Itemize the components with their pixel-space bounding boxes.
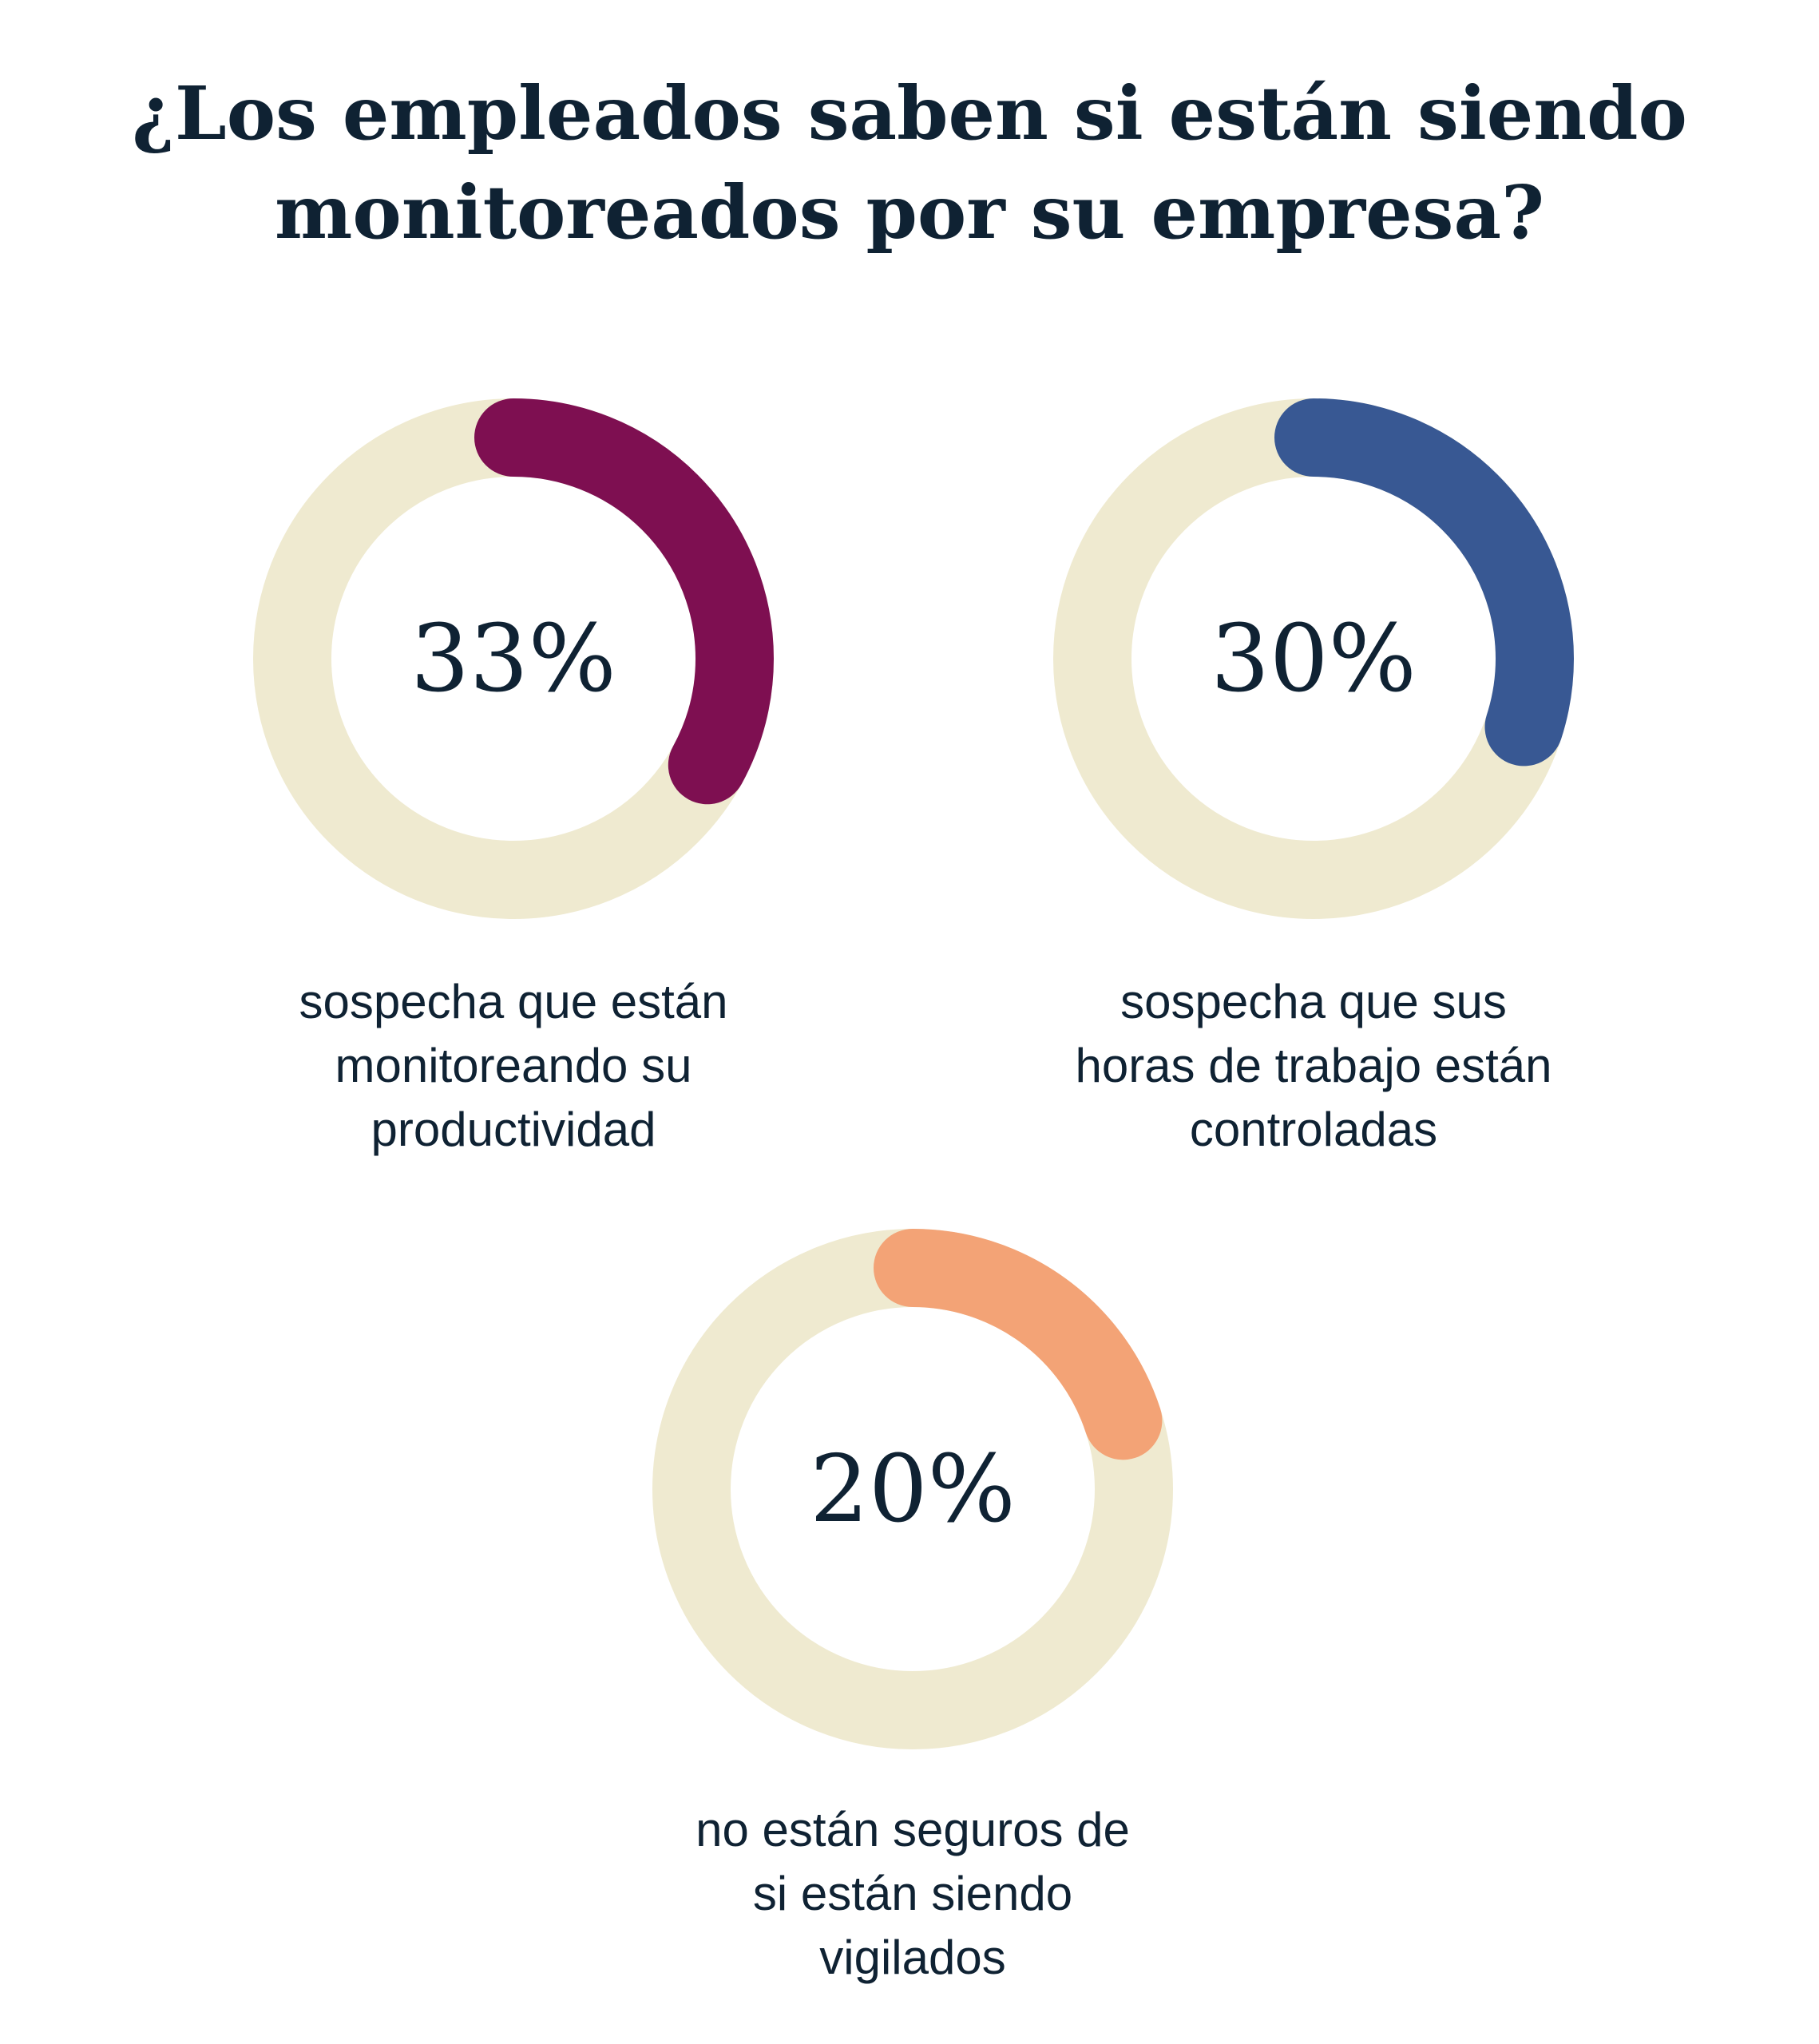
label-line: controladas [1189,1103,1438,1156]
label-line: sospecha que sus [1120,975,1507,1028]
donut-value-arc [1053,398,1574,919]
donut-label-3: no están seguros de si están siendo vigi… [593,1798,1232,1990]
chart-title: ¿Los empleados saben si están siendo mon… [0,64,1819,262]
label-line: monitoreando su [335,1039,692,1092]
label-line: productividad [371,1103,656,1156]
donut-value-arc [253,398,774,919]
label-line: no están seguros de [696,1803,1130,1856]
donut-label-2: sospecha que sus horas de trabajo están … [994,970,1633,1162]
donut-value-arc [652,1229,1173,1749]
label-line: horas de trabajo están [1075,1039,1552,1092]
title-line-2: monitoreados por su empresa? [275,169,1544,256]
donut-value-label: 33% [410,605,616,713]
label-line: vigilados [819,1931,1006,1984]
title-line-1: ¿Los empleados saben si están siendo [132,70,1687,156]
donut-label-1: sospecha que están monitoreando su produ… [194,970,833,1162]
label-line: si están siendo [752,1867,1073,1920]
label-line: sospecha que están [299,975,728,1028]
donut-value-label: 20% [810,1436,1016,1543]
donut-value-label: 30% [1211,605,1417,713]
